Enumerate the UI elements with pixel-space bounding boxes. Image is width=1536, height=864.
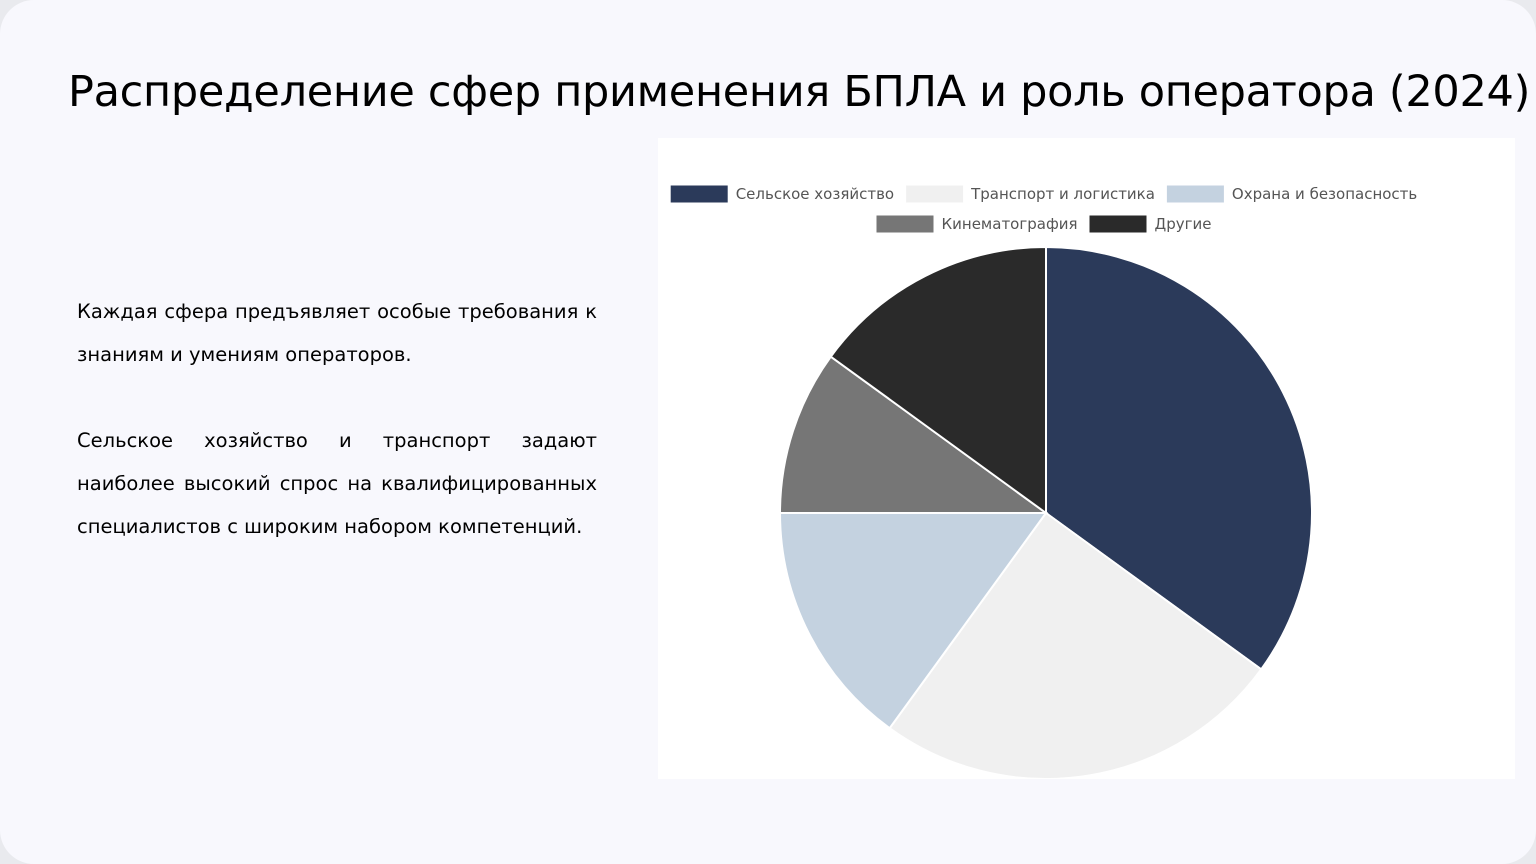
- legend-swatch-3: [876, 215, 934, 233]
- legend-swatch-4: [1089, 215, 1147, 233]
- slide-title: Распределение сфер применения БПЛА и рол…: [68, 67, 1531, 117]
- chart-legend: Сельское хозяйство Транспорт и логистика О…: [670, 185, 1417, 233]
- pie-slice-3: [778, 355, 1050, 514]
- paragraph-requirements: Каждая сфера предъявляет особые требован…: [77, 300, 597, 366]
- pie-slices: [778, 245, 1313, 779]
- pie-slice-4: [829, 245, 1047, 515]
- legend-swatch-0: [670, 185, 728, 203]
- pie-chart: Сельское хозяйство Транспорт и логистика О…: [670, 185, 1417, 779]
- paragraph-demand: Сельское хозяйство и транспорт задают на…: [77, 429, 597, 538]
- legend-swatch-1: [906, 185, 964, 203]
- legend-label-2: Охрана и безопасность: [1232, 185, 1417, 203]
- legend-swatch-2: [1166, 185, 1224, 203]
- pie-slice-2: [778, 512, 1048, 730]
- pie-slice-1: [888, 511, 1263, 779]
- description-text: Каждая сфера предъявляет особые требован…: [77, 290, 597, 591]
- pie-chart-container: Сельское хозяйство Транспорт и логистика О…: [658, 138, 1515, 779]
- legend-label-0: Сельское хозяйство: [736, 185, 894, 203]
- legend-label-1: Транспорт и логистика: [970, 185, 1155, 203]
- pie-slice-0: [1045, 245, 1313, 671]
- legend-label-4: Другие: [1155, 215, 1212, 233]
- legend-label-3: Кинематография: [942, 215, 1078, 233]
